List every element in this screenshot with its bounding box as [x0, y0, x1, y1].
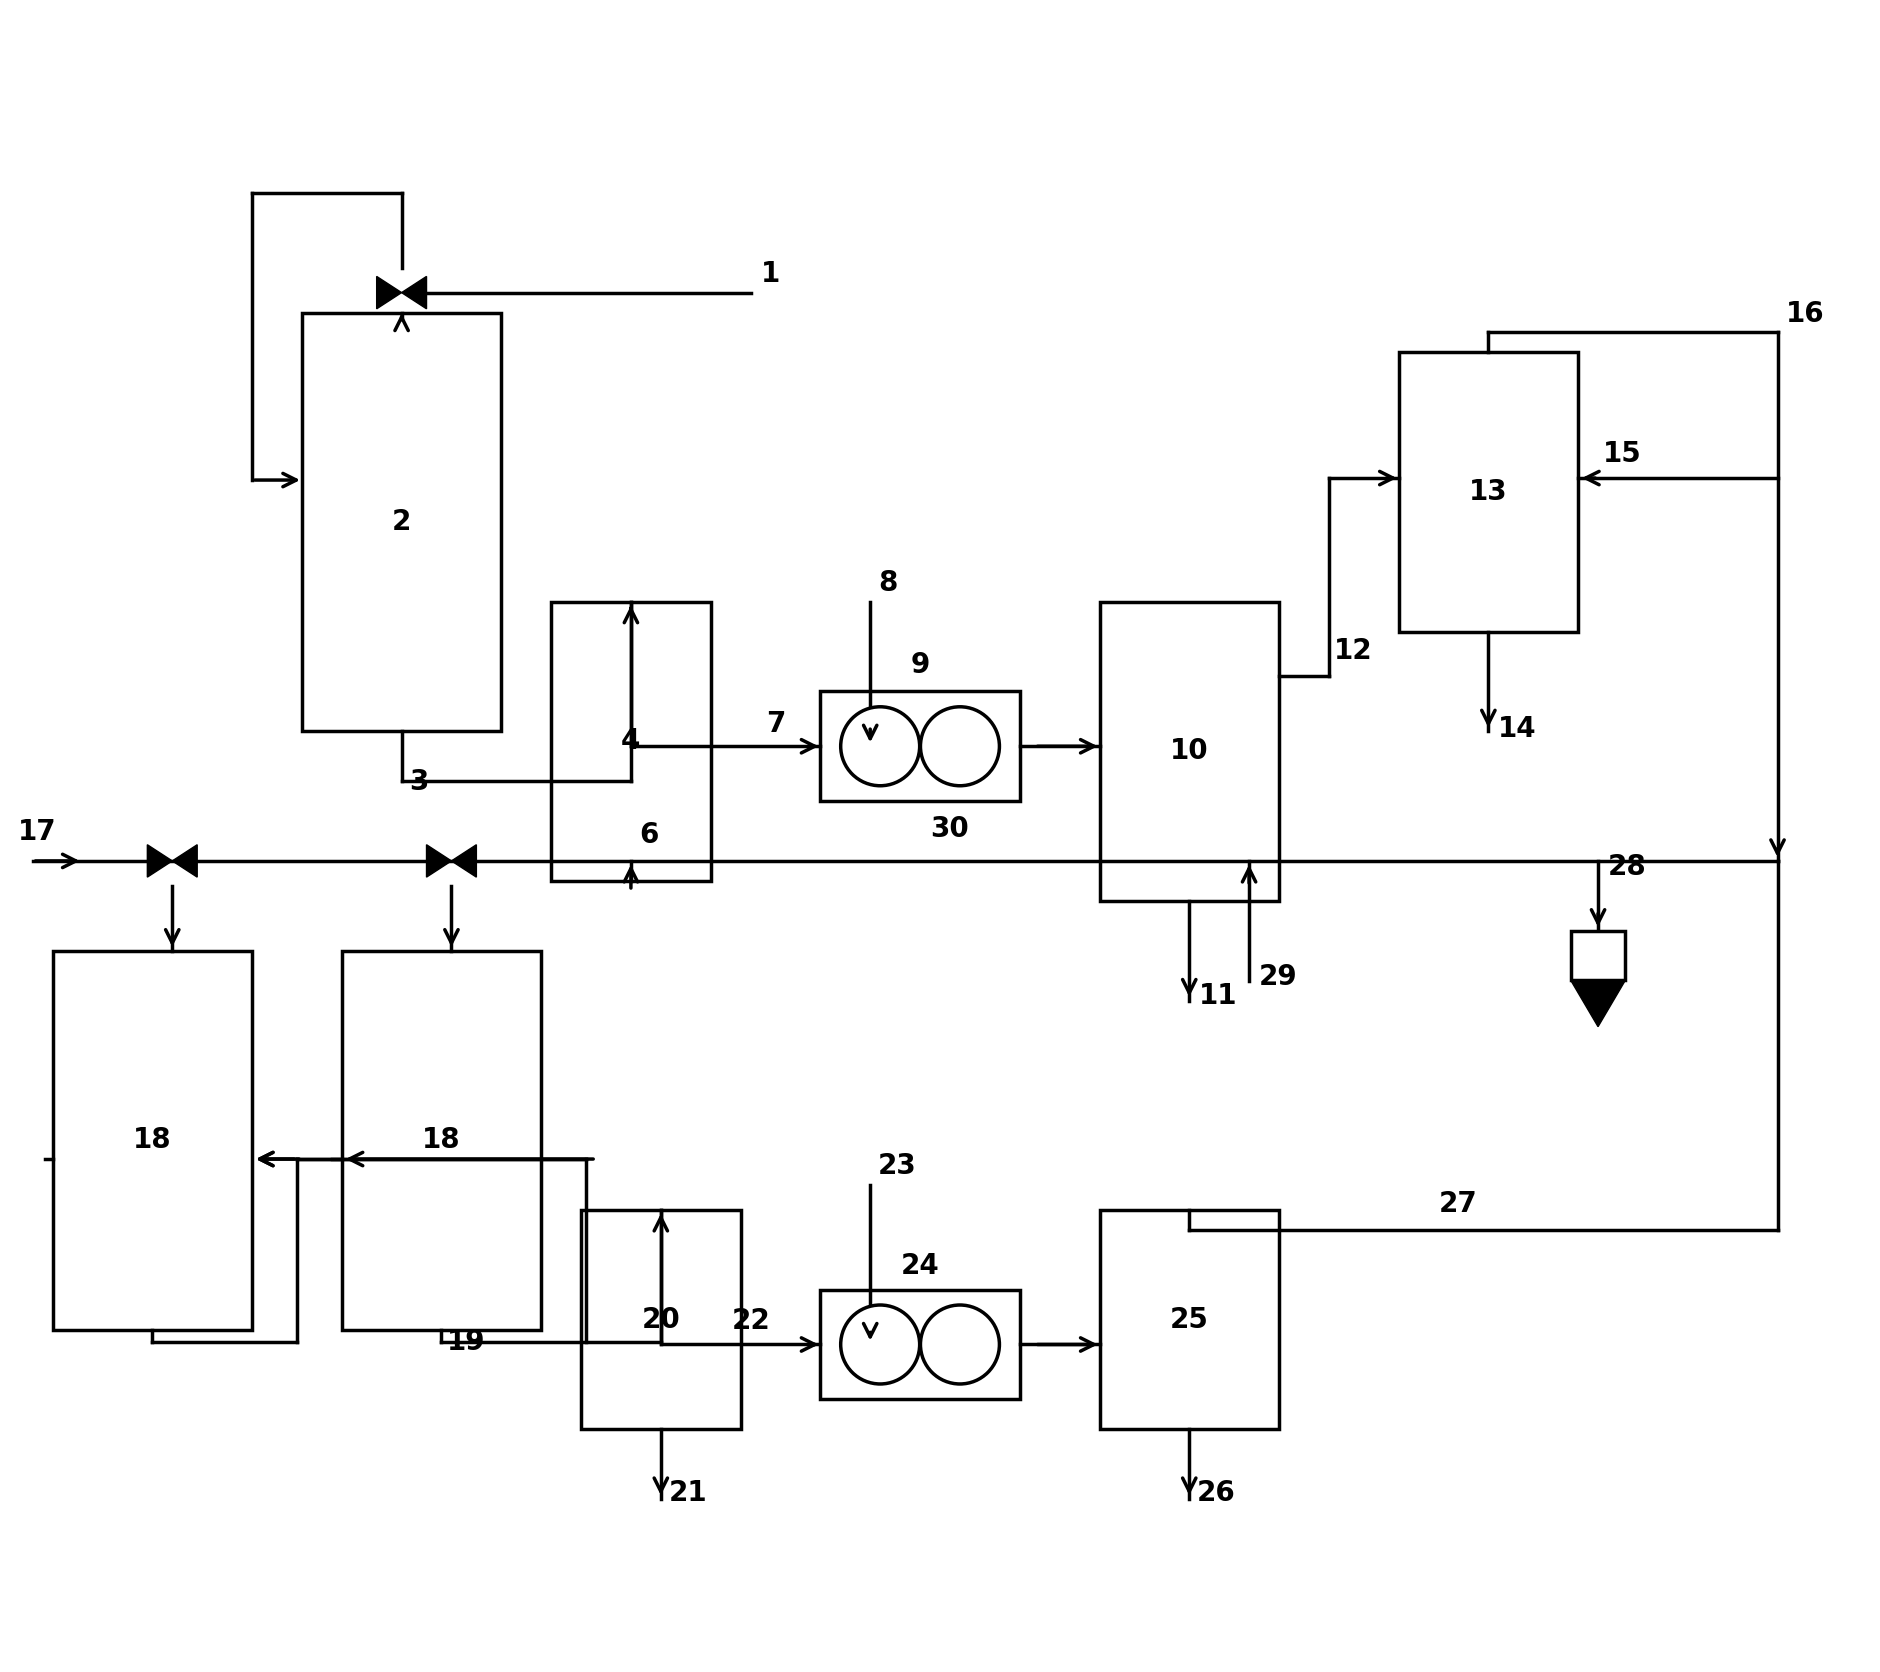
Text: 19: 19 [446, 1329, 485, 1356]
Polygon shape [173, 844, 197, 878]
Text: 4: 4 [620, 727, 641, 756]
Text: 2: 2 [391, 508, 412, 537]
Text: 10: 10 [1169, 737, 1209, 766]
Bar [342, 951, 541, 1329]
Polygon shape [147, 844, 173, 878]
Text: 1: 1 [761, 259, 780, 288]
Text: 9: 9 [910, 652, 931, 679]
Text: 13: 13 [1468, 478, 1508, 507]
Bar [1570, 931, 1626, 980]
Text: 8: 8 [878, 568, 897, 597]
Text: 21: 21 [669, 1480, 707, 1506]
Text: 7: 7 [765, 711, 786, 739]
Bar [303, 313, 502, 731]
Bar [1399, 353, 1577, 632]
Polygon shape [427, 844, 451, 878]
Text: 25: 25 [1169, 1306, 1209, 1334]
Bar [1100, 1211, 1278, 1430]
Text: 20: 20 [641, 1306, 681, 1334]
Text: 28: 28 [1607, 853, 1647, 881]
Bar [551, 602, 711, 881]
Circle shape [921, 707, 1000, 786]
Text: 29: 29 [1260, 963, 1297, 990]
Bar [1100, 602, 1278, 901]
Text: 11: 11 [1199, 983, 1237, 1010]
Polygon shape [1570, 980, 1626, 1027]
Text: 18: 18 [423, 1127, 461, 1154]
Text: 27: 27 [1438, 1190, 1478, 1217]
Bar [820, 692, 1019, 801]
Circle shape [840, 707, 919, 786]
Text: 14: 14 [1498, 716, 1538, 744]
Text: 18: 18 [133, 1127, 171, 1154]
Text: 16: 16 [1786, 299, 1824, 328]
Text: 3: 3 [410, 767, 429, 796]
Text: 22: 22 [731, 1306, 771, 1334]
Polygon shape [402, 276, 427, 309]
Polygon shape [451, 844, 476, 878]
Text: 24: 24 [901, 1252, 940, 1279]
Polygon shape [376, 276, 402, 309]
Circle shape [921, 1306, 1000, 1384]
Text: 17: 17 [17, 818, 56, 846]
Bar [820, 1289, 1019, 1399]
Text: 26: 26 [1198, 1480, 1235, 1506]
Circle shape [840, 1306, 919, 1384]
Text: 23: 23 [878, 1152, 917, 1180]
Bar [581, 1211, 741, 1430]
Text: 6: 6 [639, 821, 658, 849]
Text: 30: 30 [931, 814, 970, 843]
Text: 12: 12 [1333, 637, 1372, 664]
Bar [53, 951, 252, 1329]
Text: 15: 15 [1604, 440, 1641, 468]
